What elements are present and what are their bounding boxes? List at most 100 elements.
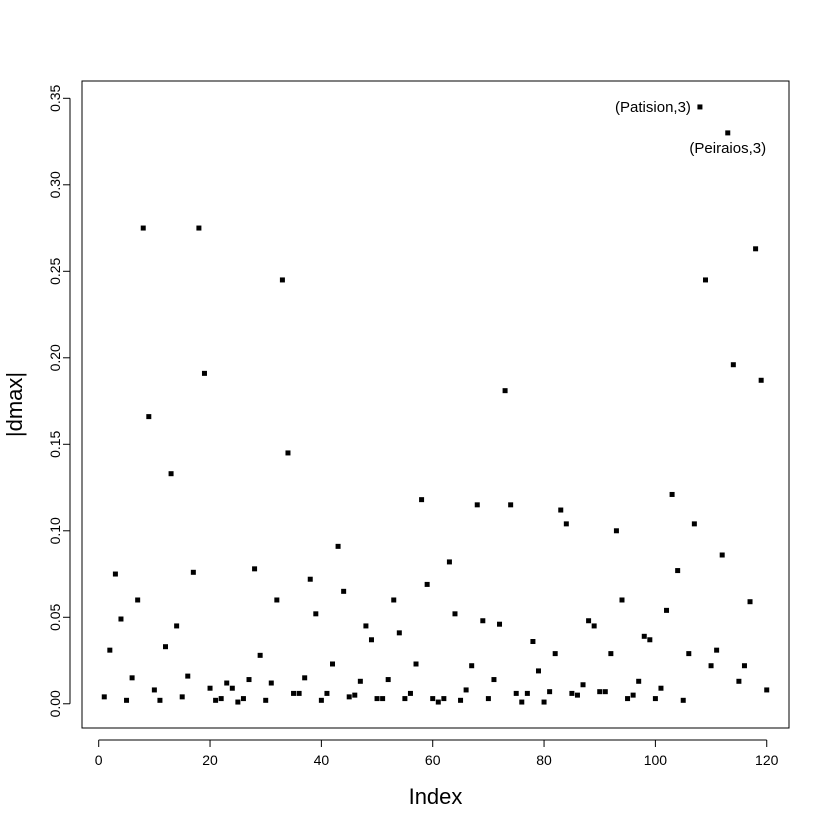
data-point — [669, 491, 675, 497]
data-point — [513, 690, 519, 696]
data-point — [296, 690, 302, 696]
data-point — [580, 682, 586, 688]
data-point — [101, 694, 107, 700]
data-point — [675, 568, 681, 574]
data-point — [196, 225, 202, 231]
data-point — [519, 699, 525, 705]
data-point — [252, 566, 258, 572]
data-point — [302, 675, 308, 681]
data-point — [535, 668, 541, 674]
data-point — [229, 685, 235, 691]
data-point — [246, 677, 252, 683]
data-point — [346, 694, 352, 700]
data-point — [157, 697, 163, 703]
data-point — [547, 689, 553, 695]
data-point — [430, 696, 436, 702]
data-point — [702, 277, 708, 283]
data-point — [218, 696, 224, 702]
x-tick-label: 40 — [314, 752, 330, 768]
data-point — [691, 521, 697, 527]
data-point — [647, 637, 653, 643]
y-tick-label: 0.00 — [47, 690, 63, 717]
data-point — [274, 597, 280, 603]
data-point — [597, 689, 603, 695]
data-point — [491, 677, 497, 683]
data-point — [664, 607, 670, 613]
data-point — [725, 130, 731, 136]
data-point — [569, 690, 575, 696]
data-point — [324, 690, 330, 696]
y-tick-label: 0.30 — [47, 171, 63, 198]
data-point — [608, 651, 614, 657]
data-point — [652, 696, 658, 702]
data-point — [391, 597, 397, 603]
data-point — [558, 507, 564, 513]
data-point — [419, 497, 425, 503]
data-point — [552, 651, 558, 657]
data-point — [174, 623, 180, 629]
data-point — [630, 692, 636, 698]
data-point — [240, 696, 246, 702]
y-tick-label: 0.15 — [47, 430, 63, 457]
data-point — [380, 696, 386, 702]
data-point — [458, 697, 464, 703]
y-axis: 0.00 0.05 0.10 0.15 0.20 0.25 0.30 0.35 — [47, 84, 71, 717]
x-tick-label: 60 — [425, 752, 441, 768]
data-point — [469, 663, 475, 669]
data-point — [636, 678, 642, 684]
data-point — [190, 569, 196, 575]
data-point — [446, 559, 452, 565]
data-point — [602, 689, 608, 695]
data-point — [368, 637, 374, 643]
data-point — [307, 576, 313, 582]
data-point — [201, 370, 207, 376]
data-point — [641, 633, 647, 639]
data-point — [758, 377, 764, 383]
data-point — [508, 502, 514, 508]
data-point — [591, 623, 597, 629]
data-point — [107, 647, 113, 653]
point-label: (Patision,3) — [615, 99, 691, 116]
data-point — [207, 685, 213, 691]
data-point — [502, 388, 508, 394]
data-point — [313, 611, 319, 617]
data-point — [257, 652, 263, 658]
data-point — [285, 450, 291, 456]
y-axis-label: |dmax| — [2, 372, 27, 437]
data-point — [146, 414, 152, 420]
data-point — [764, 687, 770, 693]
data-point — [480, 618, 486, 624]
data-point — [474, 502, 480, 508]
data-point — [530, 639, 536, 645]
data-point — [485, 696, 491, 702]
data-points — [101, 104, 770, 705]
data-point — [441, 696, 447, 702]
data-point — [741, 663, 747, 669]
data-point — [753, 246, 759, 252]
data-point — [335, 543, 341, 549]
data-point — [385, 677, 391, 683]
x-tick-label: 80 — [536, 752, 552, 768]
data-point — [279, 277, 285, 283]
point-annotations: (Patision,3) (Peiraios,3) — [615, 99, 766, 157]
y-tick-label: 0.20 — [47, 344, 63, 371]
data-point — [374, 696, 380, 702]
data-point — [680, 697, 686, 703]
data-point — [235, 699, 241, 705]
y-tick-label: 0.10 — [47, 517, 63, 544]
data-point — [719, 552, 725, 558]
data-point — [124, 697, 130, 703]
data-point — [341, 588, 347, 594]
data-point — [179, 694, 185, 700]
data-point — [424, 581, 430, 587]
data-point — [625, 696, 631, 702]
data-point — [291, 690, 297, 696]
data-point — [163, 644, 169, 650]
y-tick-label: 0.35 — [47, 84, 63, 111]
point-label: (Peiraios,3) — [689, 140, 766, 157]
data-point — [185, 673, 191, 679]
data-point — [168, 471, 174, 477]
data-point — [658, 685, 664, 691]
data-point — [268, 680, 274, 686]
